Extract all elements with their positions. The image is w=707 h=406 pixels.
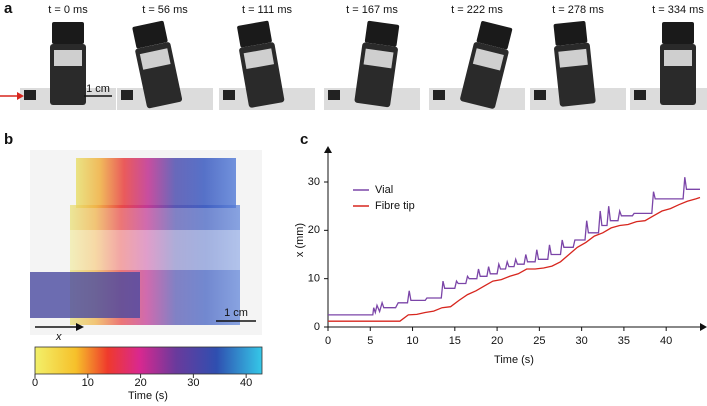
colorbar-tick-label: 30	[187, 377, 199, 389]
vial-cap	[476, 21, 513, 50]
block	[328, 90, 340, 100]
frame-label: t = 167 ms	[346, 4, 398, 16]
vial-glass	[54, 50, 82, 66]
x-tick-label: 30	[576, 335, 588, 347]
block	[634, 90, 646, 100]
vial-cap	[364, 20, 400, 47]
y-axis-arrow	[324, 146, 332, 153]
frame-label: t = 222 ms	[451, 4, 503, 16]
panel-label: c	[300, 131, 308, 148]
frame-label: t = 111 ms	[242, 4, 293, 16]
vial-glass	[472, 48, 504, 71]
frame-label: t = 56 ms	[142, 4, 188, 16]
legend-label: Vial	[375, 184, 393, 196]
frame-label: t = 334 ms	[652, 4, 704, 16]
x-tick-label: 20	[491, 335, 503, 347]
panel-a: t = 0 ms t = 56 ms t = 111 ms t = 167 ms t =…	[20, 4, 707, 110]
legend-label: Fibre tip	[375, 200, 415, 212]
block	[24, 90, 36, 100]
vial-cap	[237, 20, 272, 48]
x-axis-label: Time (s)	[494, 354, 534, 366]
vial-glass	[243, 48, 275, 70]
x-tick-label: 5	[367, 335, 373, 347]
x-tick-label: 10	[406, 335, 418, 347]
block	[433, 90, 445, 100]
frame-label: t = 278 ms	[552, 4, 604, 16]
colorbar-tick-label: 40	[240, 377, 252, 389]
vial-cap	[662, 22, 694, 44]
y-tick-label: 30	[308, 176, 320, 188]
block	[534, 90, 546, 100]
vial-cap	[553, 20, 588, 46]
block	[223, 90, 235, 100]
x-axis-arrow	[700, 323, 707, 331]
x-tick-label: 15	[449, 335, 461, 347]
x-tick-label: 25	[533, 335, 545, 347]
x-tick-label: 40	[660, 335, 672, 347]
colorbar-tick-label: 10	[82, 377, 94, 389]
arrow-head	[17, 92, 24, 100]
vial-cap	[132, 20, 168, 49]
block	[121, 90, 133, 100]
frame-label: t = 0 ms	[48, 4, 88, 16]
vial	[237, 20, 285, 108]
y-tick-label: 20	[308, 224, 320, 236]
x-tick-label: 0	[325, 335, 331, 347]
vial-glass	[664, 50, 692, 66]
axis-label: x	[55, 331, 62, 343]
y-tick-label: 0	[314, 321, 320, 333]
vial	[132, 20, 183, 109]
vial	[660, 22, 696, 105]
colorbar-tick-label: 0	[32, 377, 38, 389]
scale-label: 1 cm	[224, 307, 248, 319]
series-line	[328, 177, 700, 316]
y-tick-label: 10	[308, 273, 320, 285]
colorbar-tick-label: 20	[134, 377, 146, 389]
vial	[460, 21, 513, 109]
arrow-head	[76, 323, 84, 331]
colorbar	[34, 346, 263, 375]
vial	[354, 20, 400, 108]
panel-label: a	[4, 0, 13, 17]
vial-glass	[139, 48, 171, 70]
vial-cap	[52, 22, 84, 44]
panel-label: b	[4, 131, 13, 148]
panel-b-photo	[30, 150, 262, 335]
scale-label: 1 cm	[86, 83, 110, 95]
colorbar-label: Time (s)	[128, 390, 168, 402]
vial	[50, 22, 86, 105]
series-line	[328, 196, 701, 322]
x-tick-label: 35	[618, 335, 630, 347]
y-axis-label: x (mm)	[294, 223, 306, 257]
vial-glass	[363, 48, 394, 69]
vial-glass	[558, 48, 588, 68]
vial	[553, 20, 596, 107]
